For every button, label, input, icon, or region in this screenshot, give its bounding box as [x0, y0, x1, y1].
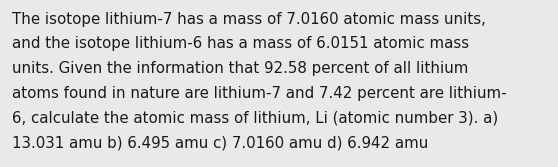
- Text: The isotope lithium-7 has a mass of 7.0160 atomic mass units,: The isotope lithium-7 has a mass of 7.01…: [12, 12, 486, 27]
- Text: 13.031 amu b) 6.495 amu c) 7.0160 amu d) 6.942 amu: 13.031 amu b) 6.495 amu c) 7.0160 amu d)…: [12, 135, 429, 150]
- Text: 6, calculate the atomic mass of lithium, Li (atomic number 3). a): 6, calculate the atomic mass of lithium,…: [12, 111, 498, 126]
- Text: and the isotope lithium-6 has a mass of 6.0151 atomic mass: and the isotope lithium-6 has a mass of …: [12, 36, 469, 51]
- Text: units. Given the information that 92.58 percent of all lithium: units. Given the information that 92.58 …: [12, 61, 469, 76]
- Text: atoms found in nature are lithium-7 and 7.42 percent are lithium-: atoms found in nature are lithium-7 and …: [12, 86, 507, 101]
